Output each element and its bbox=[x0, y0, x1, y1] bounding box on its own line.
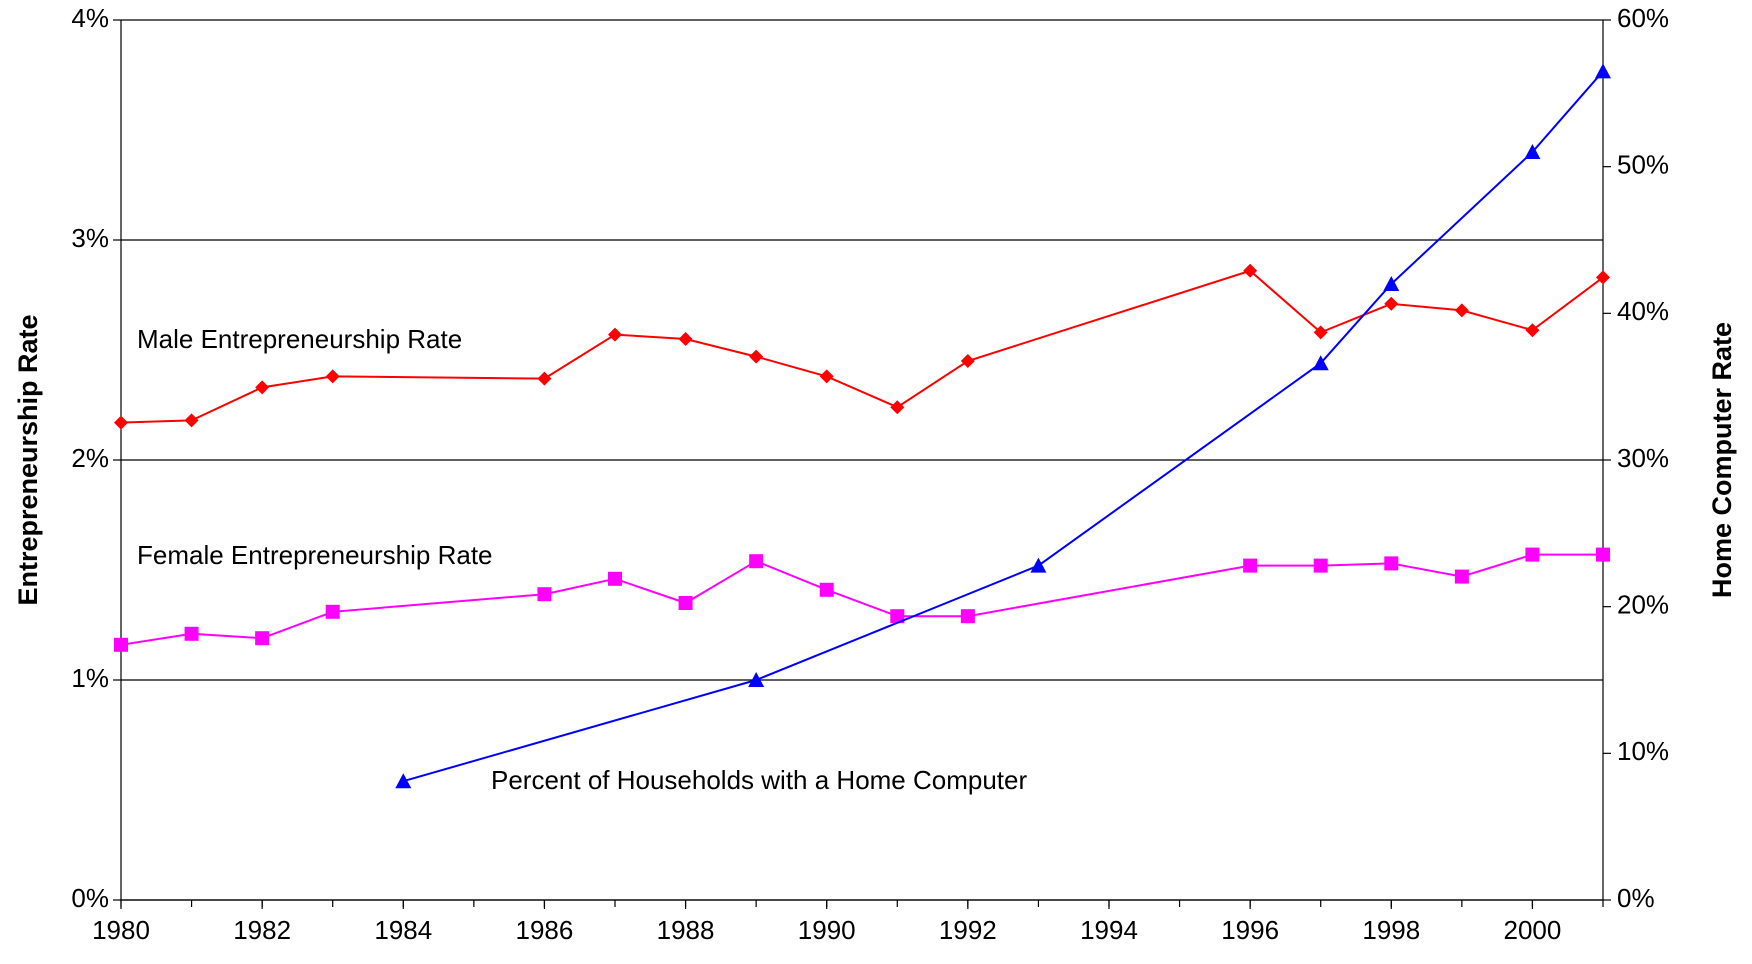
point bbox=[114, 637, 128, 652]
x-tick-label: 1990 bbox=[798, 915, 856, 945]
series-label: Female Entrepreneurship Rate bbox=[137, 540, 493, 570]
point bbox=[749, 349, 764, 364]
y-tick-label: 2% bbox=[71, 443, 109, 473]
y2-tick-label: 30% bbox=[1617, 443, 1669, 473]
point bbox=[819, 582, 834, 597]
point bbox=[678, 332, 693, 346]
x-tick-label: 1996 bbox=[1221, 915, 1279, 945]
x-tick-label: 1988 bbox=[657, 915, 715, 945]
point bbox=[890, 400, 905, 415]
y2-tick-label: 40% bbox=[1617, 296, 1669, 326]
point bbox=[325, 604, 340, 619]
point bbox=[960, 354, 975, 368]
point bbox=[184, 626, 199, 641]
y-axis-title: Entrepreneurship Rate bbox=[13, 314, 43, 605]
y-tick-label: 4% bbox=[71, 3, 109, 33]
y2-tick-label: 60% bbox=[1617, 3, 1669, 33]
point bbox=[1595, 63, 1611, 79]
point bbox=[1596, 270, 1610, 285]
series-label: Male Entrepreneurship Rate bbox=[137, 324, 462, 354]
point bbox=[1243, 263, 1258, 278]
point bbox=[1525, 547, 1540, 562]
y2-tick-label: 20% bbox=[1617, 590, 1669, 620]
x-tick-label: 1998 bbox=[1362, 915, 1420, 945]
y-tick-label: 0% bbox=[71, 883, 109, 913]
point bbox=[537, 371, 552, 386]
series-line bbox=[403, 70, 1604, 783]
point bbox=[114, 415, 128, 430]
x-tick-label: 2000 bbox=[1504, 915, 1562, 945]
point bbox=[255, 631, 270, 646]
point bbox=[1525, 323, 1540, 338]
x-tick-label: 1986 bbox=[516, 915, 574, 945]
point bbox=[678, 596, 693, 610]
y-tick-label: 1% bbox=[71, 663, 109, 693]
point bbox=[1030, 557, 1047, 573]
point bbox=[1596, 547, 1610, 562]
point bbox=[608, 571, 622, 586]
x-tick-label: 1984 bbox=[374, 915, 432, 945]
point bbox=[960, 609, 975, 624]
point bbox=[1313, 325, 1328, 340]
point bbox=[1383, 276, 1400, 291]
point bbox=[1313, 558, 1328, 573]
point bbox=[819, 369, 834, 384]
y2-axis-title: Home Computer Rate bbox=[1707, 322, 1737, 598]
point bbox=[1384, 296, 1399, 311]
point bbox=[1243, 558, 1258, 573]
point bbox=[1384, 556, 1399, 571]
point bbox=[748, 672, 765, 687]
point bbox=[1454, 303, 1469, 318]
point bbox=[325, 369, 340, 384]
point bbox=[537, 587, 552, 602]
y2-tick-label: 50% bbox=[1617, 150, 1669, 180]
x-tick-label: 1982 bbox=[233, 915, 291, 945]
point bbox=[395, 773, 412, 789]
y-tick-label: 3% bbox=[71, 223, 109, 253]
point bbox=[184, 413, 199, 428]
point bbox=[1312, 355, 1329, 371]
point bbox=[1454, 569, 1469, 584]
y2-tick-label: 0% bbox=[1617, 883, 1655, 913]
point bbox=[608, 327, 622, 342]
series-label: Percent of Households with a Home Comput… bbox=[491, 765, 1027, 795]
point bbox=[890, 609, 905, 624]
x-tick-label: 1994 bbox=[1080, 915, 1138, 945]
point bbox=[255, 380, 270, 395]
point bbox=[1524, 144, 1541, 159]
point bbox=[749, 554, 764, 569]
y2-tick-label: 10% bbox=[1617, 736, 1669, 766]
x-tick-label: 1992 bbox=[939, 915, 997, 945]
x-tick-label: 1980 bbox=[92, 915, 150, 945]
